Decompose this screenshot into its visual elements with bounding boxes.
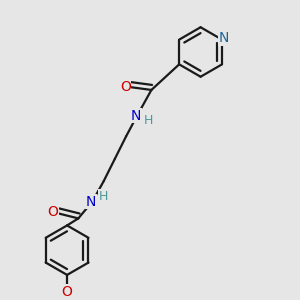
Text: O: O — [61, 285, 73, 299]
Text: N: N — [86, 194, 96, 208]
Text: N: N — [131, 109, 141, 123]
Text: O: O — [120, 80, 131, 94]
Text: H: H — [98, 190, 108, 203]
Text: O: O — [48, 205, 58, 219]
Text: N: N — [219, 31, 230, 45]
Text: H: H — [143, 114, 153, 127]
